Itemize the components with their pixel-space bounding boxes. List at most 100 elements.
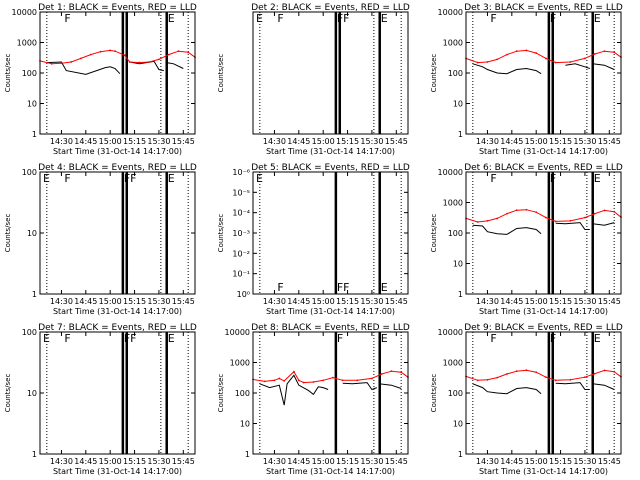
plot-det-6: Det 6: BLACK = Events, RED = LLD Counts/s… (430, 163, 623, 316)
x-tick-label: 14:45 (500, 457, 523, 466)
y-tick-label: 1 (458, 450, 463, 459)
plot-title: Det 3: BLACK = Events, RED = LLD (464, 3, 623, 13)
x-tick-label: 14:45 (500, 297, 523, 306)
x-tick-label: 15:15 (336, 297, 359, 306)
x-tick-label: 15:15 (123, 297, 146, 306)
series-point (554, 61, 557, 64)
series-point (584, 216, 586, 219)
flag-label: E (256, 172, 263, 185)
y-tick-label: 1 (458, 290, 463, 299)
series-point (496, 217, 499, 220)
plot-det-9: Det 9: BLACK = Events, RED = LLD Counts/s… (430, 323, 623, 476)
y-axis-label: Counts/sec (217, 214, 225, 253)
plot-title: Det 6: BLACK = Events, RED = LLD (464, 163, 623, 173)
series-events (379, 383, 402, 389)
y-axis-label: Counts/sec (430, 214, 438, 253)
x-axis-label: Start Time (31-Oct-14 14:17:00) (479, 467, 608, 476)
flag-label: F (64, 12, 70, 25)
flag-label: E (594, 332, 601, 345)
x-tick-label: 14:30 (263, 297, 286, 306)
flag-label: E (168, 332, 175, 345)
flag-label: E (594, 172, 601, 185)
x-tick-label: 14:30 (476, 137, 499, 146)
x-tick-label: 14:45 (287, 297, 310, 306)
series-point (273, 379, 276, 382)
x-tick-label: 14:45 (287, 137, 310, 146)
y-tick-label: 1000 (443, 359, 463, 368)
x-tick-label: 15:30 (147, 137, 170, 146)
series-point (569, 61, 572, 63)
plot-det-4: Det 4: BLACK = Events, RED = LLD Counts/s… (4, 163, 197, 316)
series-point (390, 370, 393, 373)
series-point (545, 57, 547, 60)
flag-label: E (168, 12, 175, 25)
series-point (341, 379, 344, 382)
y-tick-label: 100 (235, 389, 250, 398)
plot-det-7: Det 7: BLACK = Events, RED = LLD Counts/s… (4, 323, 197, 476)
x-axis-label: Start Time (31-Oct-14 14:17:00) (53, 147, 182, 156)
series-point (515, 209, 518, 212)
flag-label: FF (337, 281, 350, 294)
plot-frame (465, 11, 622, 135)
x-axis-label: Start Time (31-Oct-14 14:17:00) (53, 467, 182, 476)
plot-det-3: Det 3: BLACK = Events, RED = LLD Counts/s… (430, 3, 623, 156)
series-point (613, 51, 616, 54)
series-point (593, 212, 596, 215)
series-point (486, 61, 489, 63)
series-point (506, 373, 508, 375)
series-point (476, 221, 479, 223)
flag-label: FF (337, 12, 350, 25)
y-tick-label: 10000 (225, 328, 250, 337)
series-point (569, 378, 572, 381)
y-tick-label: 10⁻³ (232, 229, 250, 238)
y-tick-label: 10⁰ (237, 290, 250, 299)
x-axis-label: Start Time (31-Oct-14 14:17:00) (479, 147, 608, 156)
series-point (187, 51, 190, 54)
series-point (506, 212, 508, 215)
x-tick-label: 15:00 (99, 297, 122, 306)
x-tick-label: 14:30 (50, 457, 73, 466)
x-tick-label: 14:45 (74, 297, 97, 306)
x-axis-label: Start Time (31-Oct-14 14:17:00) (266, 147, 395, 156)
y-tick-label: 10⁻¹ (232, 270, 250, 279)
series-point (332, 376, 334, 379)
x-tick-label: 15:45 (172, 457, 195, 466)
flag-label: E (381, 12, 388, 25)
series-point (584, 57, 586, 60)
x-tick-label: 15:15 (549, 137, 572, 146)
x-tick-label: 14:30 (50, 297, 73, 306)
series-point (278, 377, 281, 380)
plot-det-8: Det 8: BLACK = Events, RED = LLD Counts/s… (217, 323, 410, 476)
y-tick-label: 10000 (438, 8, 463, 17)
series-point (496, 58, 499, 61)
series-point (50, 62, 53, 65)
flag-label: E (43, 332, 50, 345)
x-tick-label: 15:15 (123, 137, 146, 146)
series-point (312, 381, 315, 383)
series-events (555, 222, 590, 230)
series-point (545, 376, 547, 379)
y-axis-label: Counts/sec (4, 54, 12, 93)
y-axis-label: Counts/sec (4, 374, 12, 413)
x-axis-label: Start Time (31-Oct-14 14:17:00) (266, 467, 395, 476)
y-tick-label: 1000 (443, 199, 463, 208)
series-point (525, 49, 528, 52)
y-tick-label: 1 (32, 290, 37, 299)
flag-label: F (277, 12, 283, 25)
series-point (593, 372, 596, 375)
series-point (356, 379, 359, 382)
series-point (70, 61, 73, 63)
series-point (515, 370, 518, 373)
y-tick-label: 1 (245, 450, 250, 459)
x-tick-label: 15:30 (573, 137, 596, 146)
x-tick-label: 14:30 (476, 457, 499, 466)
series-point (60, 62, 63, 65)
series-events (565, 63, 590, 69)
flag-label: E (381, 281, 388, 294)
flag-label: E (381, 332, 388, 345)
flag-label: FF (124, 172, 137, 185)
y-tick-label: 10⁻² (232, 249, 250, 258)
x-tick-label: 15:30 (360, 297, 383, 306)
series-lld (465, 49, 622, 64)
series-point (283, 379, 286, 382)
